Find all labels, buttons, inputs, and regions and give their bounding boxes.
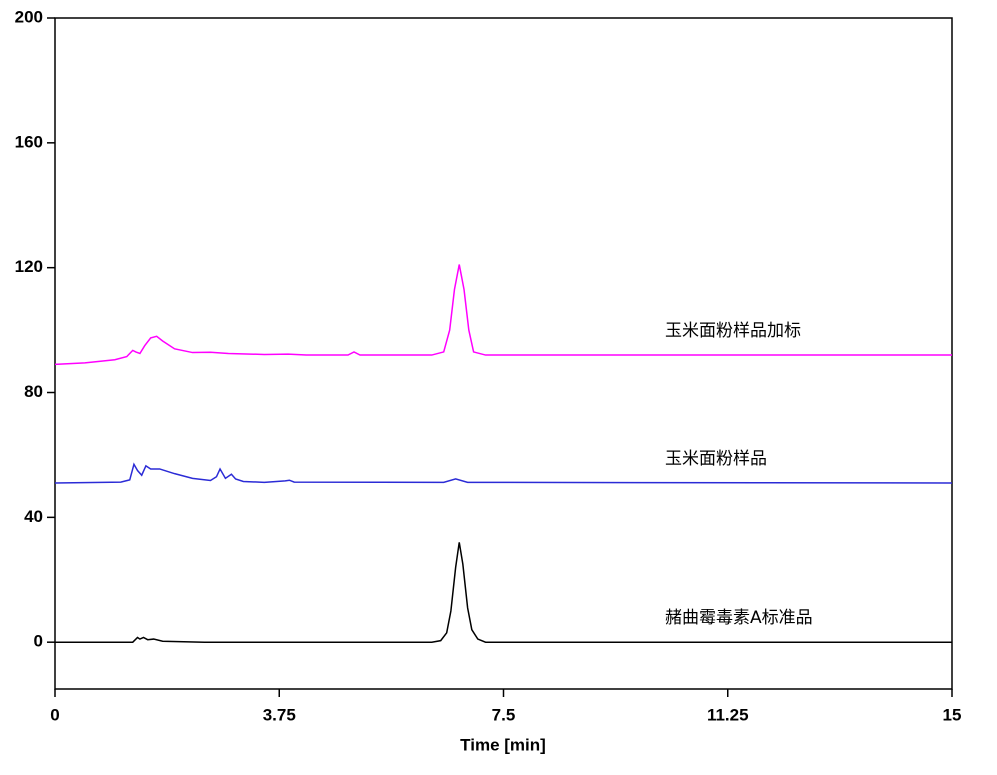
series-label: 玉米面粉样品	[665, 449, 767, 469]
y-tick-label: 160	[15, 132, 43, 151]
y-tick-label: 200	[15, 7, 43, 26]
y-tick-label: 120	[15, 257, 43, 276]
x-tick-label: 15	[943, 705, 962, 724]
series-line	[55, 542, 952, 643]
x-tick-label: 7.5	[492, 705, 516, 724]
y-tick-label: 0	[34, 632, 43, 651]
series-line	[54, 264, 952, 366]
y-tick-label: 80	[24, 382, 43, 401]
x-tick-label: 11.25	[707, 705, 749, 724]
series-label: 赭曲霉毒素A标准品	[665, 608, 813, 628]
x-axis-label: Time [min]	[460, 735, 546, 754]
x-tick-label: 3.75	[263, 705, 296, 724]
series-label: 玉米面粉样品加标	[665, 321, 801, 341]
series-line	[54, 462, 953, 484]
y-tick-label: 40	[24, 507, 43, 526]
plot-frame	[54, 17, 953, 690]
x-tick-label: 0	[50, 705, 59, 724]
